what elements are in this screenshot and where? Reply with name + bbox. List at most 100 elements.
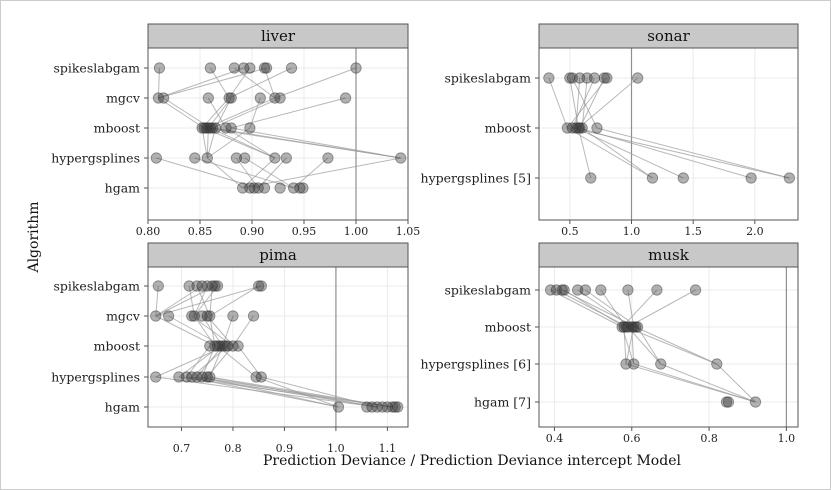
data-point [153, 62, 166, 74]
data-point [632, 72, 644, 84]
connector-line [581, 127, 653, 179]
connector-line [242, 157, 401, 189]
category-label: spikeslabgam [444, 71, 531, 86]
x-tick-label: 0.95 [292, 225, 317, 238]
data-point [211, 280, 224, 292]
x-tick-label: 0.80 [136, 225, 161, 238]
data-point [588, 72, 601, 84]
data-point [350, 62, 362, 74]
connector-line [550, 289, 623, 328]
connector-line [660, 363, 756, 403]
connector-line [261, 376, 378, 408]
connector-line [625, 326, 635, 365]
data-point [297, 182, 309, 194]
connector-line [581, 77, 588, 129]
connector-line [577, 127, 592, 179]
data-point [150, 152, 162, 164]
data-point [395, 152, 407, 164]
data-point [150, 310, 162, 322]
data-point [227, 310, 239, 322]
x-tick-label: 1.1 [379, 442, 397, 455]
data-point [158, 92, 170, 104]
data-point [651, 284, 663, 296]
connector-line [571, 77, 595, 129]
panel-strip [147, 242, 409, 268]
category-label: mboost [94, 339, 140, 354]
data-point [238, 62, 250, 74]
connector-line [201, 376, 339, 408]
data-point [258, 182, 271, 194]
data-point [162, 310, 175, 322]
connector-line [623, 326, 627, 365]
connector-line [627, 289, 635, 328]
category-label: mgcv [106, 91, 141, 106]
x-tick-label: 0.9 [276, 442, 294, 455]
x-tick-label: 1.05 [396, 225, 421, 238]
x-tick-label: 0.8 [224, 442, 242, 455]
category-label: hypergsplines [51, 151, 140, 166]
data-point [689, 284, 702, 296]
data-point [152, 280, 164, 292]
data-point [219, 340, 231, 352]
x-tick-label: 0.7 [173, 442, 191, 455]
connector-line [255, 376, 339, 408]
panel-strip [147, 23, 409, 49]
data-point [389, 401, 401, 413]
category-label: hypergsplines [6] [421, 357, 531, 372]
x-tick-label: 1.0 [327, 442, 345, 455]
y-axis-title: Algorithm [26, 201, 42, 273]
data-point [392, 401, 404, 413]
panel-title: sonar [647, 27, 690, 45]
connector-line [566, 77, 608, 129]
connector-line [206, 127, 251, 159]
category-label: spikeslabgam [53, 279, 140, 294]
panel-liver: liver spikeslabgam mgcv mboost hypergsplines… [51, 23, 421, 238]
data-point [204, 62, 216, 74]
connector-line [155, 285, 203, 317]
data-point [201, 152, 213, 164]
data-point [646, 172, 659, 184]
data-point [745, 172, 757, 184]
data-point [655, 358, 667, 370]
data-point [294, 182, 306, 194]
data-point [550, 284, 562, 296]
x-tick-label: 2.0 [746, 225, 764, 238]
x-tick-label: 0.6 [623, 432, 641, 445]
connector-line [209, 285, 259, 317]
data-point [598, 72, 610, 84]
data-point [595, 284, 607, 296]
data-point [287, 182, 300, 194]
category-label: hgam [105, 400, 141, 415]
data-point [173, 371, 185, 383]
category-label: hgam [105, 181, 141, 196]
data-point [244, 122, 256, 134]
data-point [285, 62, 298, 74]
category-label: hypergsplines [51, 370, 140, 385]
data-point [622, 321, 634, 333]
category-label: mgcv [106, 309, 141, 324]
connector-line [716, 363, 756, 403]
x-tick-label: 1.5 [684, 225, 702, 238]
data-point [244, 62, 256, 74]
data-point [230, 152, 242, 164]
connector-line [563, 289, 625, 328]
data-point [332, 401, 345, 413]
connector-line [548, 77, 568, 129]
data-point [204, 310, 216, 322]
connector-line [155, 285, 262, 317]
panel-strip [538, 242, 799, 268]
x-axis-title: Prediction Deviance / Prediction Devianc… [263, 453, 681, 469]
data-point [202, 92, 214, 104]
connector-line [627, 326, 662, 365]
data-point [260, 62, 273, 74]
data-point [722, 396, 735, 408]
x-tick-label: 0.8 [700, 432, 718, 445]
data-point [677, 172, 689, 184]
connector-line [209, 376, 393, 408]
data-point [579, 284, 591, 296]
category-label: mboost [485, 320, 531, 335]
connector-line [577, 289, 633, 328]
data-point [601, 72, 613, 84]
plot-area [148, 267, 408, 427]
data-point [711, 358, 723, 370]
